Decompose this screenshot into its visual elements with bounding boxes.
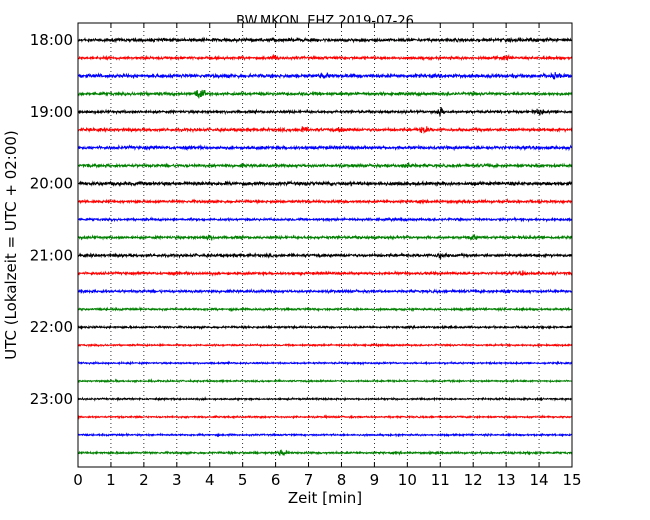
trace-line <box>77 53 573 62</box>
trace-line <box>77 324 573 331</box>
y-tick-label: 20:00 <box>30 175 73 193</box>
x-tick-label: 12 <box>464 471 483 489</box>
x-tick-label: 4 <box>205 471 215 489</box>
x-tick-label: 8 <box>337 471 347 489</box>
x-tick-label: 3 <box>172 471 182 489</box>
x-tick-label: 1 <box>106 471 116 489</box>
y-tick-label: 21:00 <box>30 246 73 264</box>
trace-line <box>77 144 573 152</box>
y-axis-ticks: 18:00 19:00 20:00 21:00 22:00 23:00 <box>30 31 572 408</box>
x-tick-label: 11 <box>431 471 450 489</box>
y-tick-label: 22:00 <box>30 318 73 336</box>
x-tick-label: 5 <box>238 471 248 489</box>
x-tick-label: 14 <box>530 471 549 489</box>
trace-line <box>77 414 573 420</box>
trace-line <box>77 107 573 117</box>
trace-line <box>77 269 573 277</box>
trace-line <box>77 233 573 241</box>
trace-line <box>77 179 573 188</box>
trace-line <box>77 449 573 457</box>
trace-line <box>77 396 573 402</box>
trace-line <box>77 36 573 44</box>
trace-line <box>77 216 573 223</box>
trace-line <box>77 432 573 438</box>
trace-line <box>77 306 573 313</box>
y-axis-title: UTC (Lokalzeit = UTC + 02:00) <box>2 130 20 360</box>
x-tick-label: 13 <box>497 471 516 489</box>
trace-line <box>77 89 573 99</box>
traces <box>77 36 573 457</box>
trace-line <box>77 342 573 348</box>
x-tick-label: 6 <box>271 471 281 489</box>
x-axis-title: Zeit [min] <box>288 489 362 507</box>
trace-line <box>77 161 573 170</box>
x-tick-label: 15 <box>562 471 581 489</box>
x-tick-label: 0 <box>73 471 83 489</box>
x-tick-label: 7 <box>304 471 314 489</box>
trace-line <box>77 126 573 135</box>
x-tick-label: 10 <box>398 471 417 489</box>
plot-area <box>78 23 572 467</box>
y-tick-label: 19:00 <box>30 103 73 121</box>
plot-frame <box>77 22 573 468</box>
y-tick-label: 18:00 <box>30 31 73 49</box>
x-axis-ticks: 0 1 2 3 4 5 6 7 8 9 10 11 12 13 14 15 <box>73 23 582 489</box>
y-tick-label: 23:00 <box>30 390 73 408</box>
trace-line <box>77 360 573 367</box>
x-tick-label: 2 <box>139 471 149 489</box>
trace-line <box>77 288 573 295</box>
trace-line <box>77 378 573 384</box>
x-tick-label: 9 <box>370 471 380 489</box>
trace-line <box>77 198 573 205</box>
trace-line <box>77 71 573 80</box>
trace-line <box>77 252 573 259</box>
